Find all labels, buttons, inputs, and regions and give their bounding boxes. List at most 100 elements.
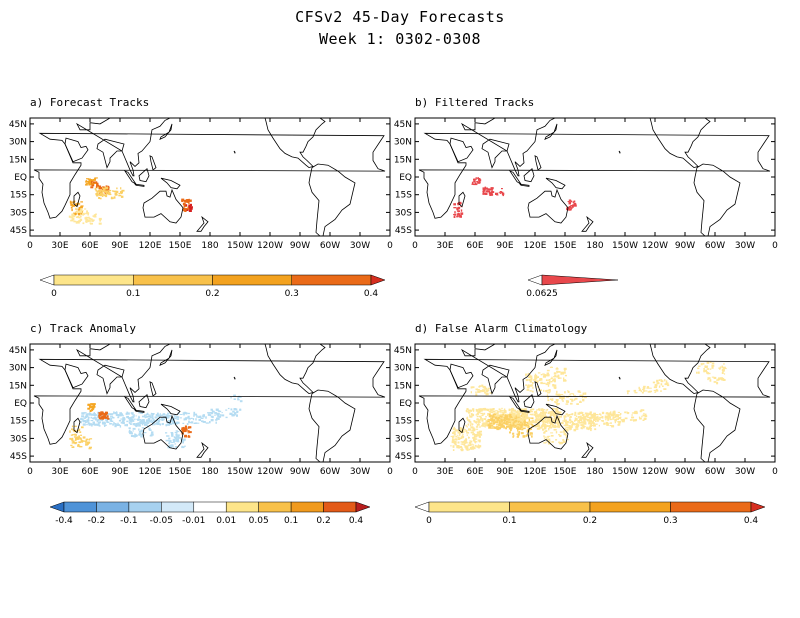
density-cell: [141, 423, 144, 426]
density-cell: [531, 417, 534, 419]
density-cell: [148, 415, 152, 418]
density-cell: [537, 419, 541, 422]
density-cell: [611, 418, 615, 420]
density-cell: [719, 368, 721, 370]
density-cell: [142, 420, 145, 423]
density-cell: [79, 218, 83, 221]
lat-label: 45S: [10, 452, 27, 462]
density-cell: [486, 389, 489, 392]
density-cell: [89, 411, 91, 415]
density-cell: [517, 419, 520, 422]
density-cell: [172, 417, 176, 420]
density-cell: [552, 412, 556, 416]
coastline-borneo: [523, 393, 535, 409]
density-cell: [525, 424, 529, 427]
lon-label: 120E: [524, 467, 547, 477]
lon-label: 30W: [735, 241, 755, 251]
colorbar-segment: [128, 501, 162, 513]
density-cell: [88, 181, 90, 183]
density-cell: [536, 409, 539, 411]
density-cell: [75, 434, 77, 436]
density-cell: [554, 401, 556, 403]
density-cell: [150, 433, 154, 436]
density-cell: [507, 418, 511, 421]
density-cell: [69, 202, 72, 204]
density-cell: [86, 424, 89, 426]
density-cell: [557, 377, 560, 379]
coastline-australia: [527, 414, 569, 450]
density-cell: [175, 438, 179, 442]
density-cell: [92, 417, 95, 420]
density-cell: [190, 417, 193, 419]
density-cell: [144, 414, 147, 416]
density-cell: [700, 363, 703, 366]
density-cell: [108, 189, 112, 192]
density-cell: [521, 414, 524, 417]
coastline-australia: [142, 188, 184, 224]
density-cell: [485, 190, 489, 193]
density-cell: [463, 429, 467, 431]
density-cell: [110, 420, 114, 422]
density-cell: [90, 416, 93, 419]
density-cell: [198, 419, 201, 421]
density-cell: [478, 445, 481, 448]
density-cell: [98, 189, 102, 192]
density-cell: [81, 412, 84, 415]
density-cell: [721, 372, 724, 374]
density-cell: [72, 215, 76, 217]
density-cell: [91, 183, 95, 185]
colorbar-left-arrow: [49, 501, 65, 513]
density-cell: [485, 408, 489, 411]
density-cell: [559, 377, 562, 379]
density-cell: [99, 220, 101, 222]
density-cell: [513, 420, 516, 423]
density-cell: [543, 415, 547, 417]
density-cell: [101, 418, 105, 420]
density-cell: [74, 425, 77, 427]
density-cell: [86, 178, 90, 180]
colorbar-segment: [428, 501, 510, 513]
colorbar-segment: [161, 501, 195, 513]
density-cell: [478, 181, 481, 184]
density-cell: [530, 377, 533, 380]
density-cell: [485, 389, 487, 392]
density-cell: [506, 415, 509, 418]
density-cell: [187, 412, 190, 415]
panel-c-title: c) Track Anomaly: [30, 322, 136, 335]
density-cell: [589, 412, 592, 415]
density-cell: [588, 422, 590, 425]
density-cell: [184, 209, 187, 212]
density-cell: [529, 384, 533, 387]
density-cell: [183, 413, 185, 416]
density-cell: [709, 368, 712, 370]
density-cell: [634, 410, 638, 413]
density-cell: [100, 416, 104, 419]
density-cell: [466, 434, 468, 436]
density-cell: [476, 421, 478, 423]
density-cell: [179, 414, 183, 415]
density-cell: [544, 418, 547, 421]
density-cell: [468, 444, 472, 447]
density-cell: [546, 369, 550, 372]
density-cell: [530, 408, 533, 411]
density-cell: [549, 412, 553, 415]
density-cell: [98, 191, 101, 193]
density-cell: [184, 429, 187, 432]
density-cell: [564, 391, 566, 394]
density-cell: [497, 419, 501, 421]
density-cell: [654, 384, 658, 387]
lon-label: 0: [387, 241, 393, 251]
density-cell: [235, 408, 238, 411]
density-cell: [526, 417, 530, 420]
density-cell: [130, 412, 134, 414]
density-cell: [547, 396, 550, 398]
density-cell: [95, 418, 98, 420]
density-cell: [209, 421, 211, 424]
density-cell: [539, 378, 542, 380]
density-cell: [592, 414, 596, 417]
colorbar-segment: [323, 501, 357, 513]
density-cell: [82, 423, 86, 426]
density-cell: [169, 415, 172, 417]
density-cell: [579, 400, 582, 402]
density-cell: [511, 412, 514, 415]
